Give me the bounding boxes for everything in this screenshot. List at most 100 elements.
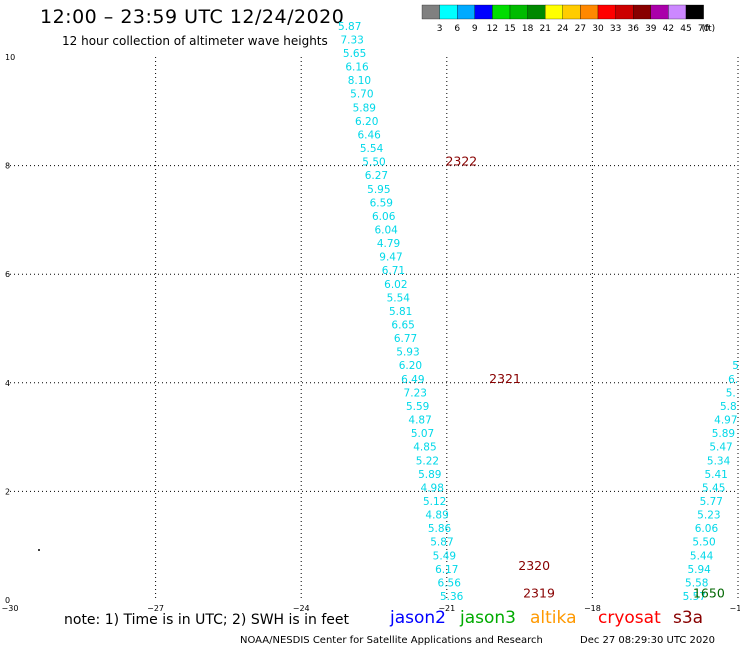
pass-number-label: 2322: [445, 154, 477, 169]
colorbar-unit: (ft): [702, 24, 716, 34]
colorbar-tick-label: 39: [645, 24, 657, 34]
pass-number-label: 2320: [518, 558, 550, 573]
data-point-label: 6.16: [345, 62, 369, 74]
legend-jason2: jason2: [390, 608, 446, 628]
data-point-label: 5.65: [343, 48, 366, 60]
data-point-label: 6.46: [357, 129, 381, 141]
data-point-label: 5.47: [709, 442, 732, 454]
data-point-label: 6.20: [355, 116, 378, 128]
data-point-label: 5.44: [690, 550, 714, 562]
data-point-label: 5.59: [406, 401, 429, 413]
pass-number-label: 2321: [489, 371, 521, 386]
data-point-label: 5.89: [353, 102, 376, 114]
colorbar-tick-label: 33: [610, 24, 621, 34]
colorbar-tick-label: 27: [575, 24, 586, 34]
data-point-label: 9.47: [379, 252, 402, 264]
data-point-label: 5.50: [362, 157, 385, 169]
y-tick-label: 8: [5, 162, 10, 171]
data-point-label: 7.23: [404, 387, 427, 399]
legend-s3a: s3a: [673, 608, 704, 628]
data-point-label: 5.94: [687, 564, 711, 576]
colorbar-tick-label: 15: [504, 24, 515, 34]
colorbar-tick-label: 45: [680, 24, 691, 34]
data-point-label: 5.: [726, 387, 736, 399]
data-point-label: 5.70: [350, 89, 373, 101]
legend-cryosat: cryosat: [598, 608, 661, 628]
data-point-label: 8.10: [348, 75, 371, 87]
colorbar-tick-label: 30: [592, 24, 604, 34]
data-point-label: 4.97: [714, 415, 737, 427]
x-tick-label: −24: [293, 604, 310, 613]
colorbar-tick-label: 9: [472, 24, 478, 34]
data-point-label: 5.07: [411, 428, 434, 440]
data-point-label: 5.8: [720, 401, 737, 413]
data-point-label: 6.: [728, 374, 738, 386]
data-point-label: 7.33: [340, 34, 363, 46]
x-tick-label: −21: [438, 604, 455, 613]
colorbar-tick-label: 42: [663, 24, 674, 34]
y-tick-label: 4: [5, 379, 10, 388]
data-point-label: 5.86: [428, 523, 452, 535]
data-point-label: 6.77: [394, 333, 417, 345]
data-point-label: 5.36: [440, 591, 464, 603]
data-point-label: 5.81: [389, 306, 412, 318]
data-point-label: 5.58: [685, 577, 708, 589]
data-point-label: 6.27: [365, 170, 388, 182]
y-tick-label: 2: [5, 487, 10, 496]
data-point-label: 6.06: [695, 523, 719, 535]
x-tick-label: −18: [584, 604, 601, 613]
data-point-label: 5.54: [360, 143, 384, 155]
data-point-label: 5.89: [712, 428, 735, 440]
data-point-label: 5: [732, 360, 739, 372]
data-point-label: 6.56: [438, 577, 462, 589]
y-tick-label: 0: [5, 596, 10, 605]
data-point-label: 5.45: [702, 482, 725, 494]
data-point-label: 5.23: [697, 510, 720, 522]
legend-jason3: jason3: [460, 608, 516, 628]
colorbar-tick-label: 3: [437, 24, 443, 34]
colorbar-tick-label: 24: [557, 24, 569, 34]
chart-subtitle: 12 hour collection of altimeter wave hei…: [62, 34, 328, 48]
colorbar-tick-label: 18: [522, 24, 534, 34]
pass-number-label: 2319: [523, 585, 555, 600]
data-point-label: 5.87: [430, 537, 453, 549]
data-point-label: 4.85: [413, 442, 436, 454]
data-point-label: 6.65: [391, 320, 414, 332]
data-point-label: 5.87: [338, 21, 361, 33]
data-point-label: 5.50: [692, 537, 715, 549]
data-point-label: 6.02: [384, 279, 407, 291]
colorbar-tick-label: 70: [698, 24, 710, 34]
data-point-label: 5.93: [396, 347, 419, 359]
chart-title: 12:00 – 23:59 UTC 12/24/2020: [40, 6, 345, 28]
data-point-label: 6.20: [399, 360, 422, 372]
colorbar-tick-label: 36: [627, 24, 639, 34]
data-point-label: 4.89: [425, 510, 448, 522]
color-legend: 3 6 9 12 15 18 21 24 27 30 33 36 39 42 45 70(ft): [421, 4, 716, 34]
data-point-label: 5.95: [367, 184, 390, 196]
y-tick-label: 10: [5, 53, 15, 62]
x-tick-label: −30: [2, 604, 19, 613]
footer-credit: NOAA/NESDIS Center for Satellite Applica…: [240, 635, 543, 646]
footer-note: note: 1) Time is in UTC; 2) SWH is in fe…: [64, 612, 350, 628]
x-tick-label: −15: [730, 604, 740, 613]
stray-point: [38, 549, 40, 551]
data-point-label: 6.17: [435, 564, 458, 576]
colorbar-tick-label: 6: [454, 24, 460, 34]
data-point-label: 5.12: [423, 496, 446, 508]
data-point-label: 6.49: [401, 374, 424, 386]
data-point-label: 5.41: [704, 469, 727, 481]
data-point-label: 5.57: [683, 591, 706, 603]
data-point-label: 5.22: [416, 455, 439, 467]
data-point-label: 6.06: [372, 211, 396, 223]
data-point-label: 6.04: [374, 224, 398, 236]
data-point-label: 5.54: [387, 292, 411, 304]
data-point-label: 4.98: [421, 482, 444, 494]
data-point-label: 6.71: [382, 265, 405, 277]
colorbar-tick-label: 12: [487, 24, 498, 34]
pass-number-label: 1650: [693, 585, 725, 600]
legend-altika: altika: [530, 608, 577, 628]
data-point-label: 5.89: [418, 469, 441, 481]
colorbar-tick-label: 21: [539, 24, 550, 34]
data-point-label: 5.34: [707, 455, 731, 467]
